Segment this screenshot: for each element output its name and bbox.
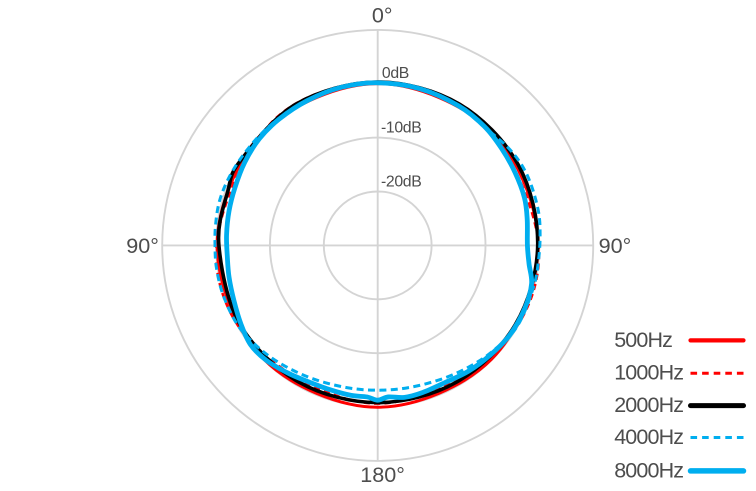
- svg-text:0°: 0°: [372, 3, 393, 28]
- svg-text:500Hz: 500Hz: [614, 328, 672, 352]
- svg-text:-10dB: -10dB: [381, 119, 421, 136]
- svg-text:90°: 90°: [126, 233, 159, 258]
- svg-text:180°: 180°: [360, 462, 405, 487]
- svg-text:4000Hz: 4000Hz: [614, 425, 683, 449]
- svg-text:90°: 90°: [599, 233, 632, 258]
- svg-text:-20dB: -20dB: [381, 173, 421, 190]
- svg-text:8000Hz: 8000Hz: [614, 458, 683, 482]
- svg-text:2000Hz: 2000Hz: [614, 393, 683, 417]
- svg-text:1000Hz: 1000Hz: [614, 361, 683, 385]
- svg-text:0dB: 0dB: [382, 65, 409, 82]
